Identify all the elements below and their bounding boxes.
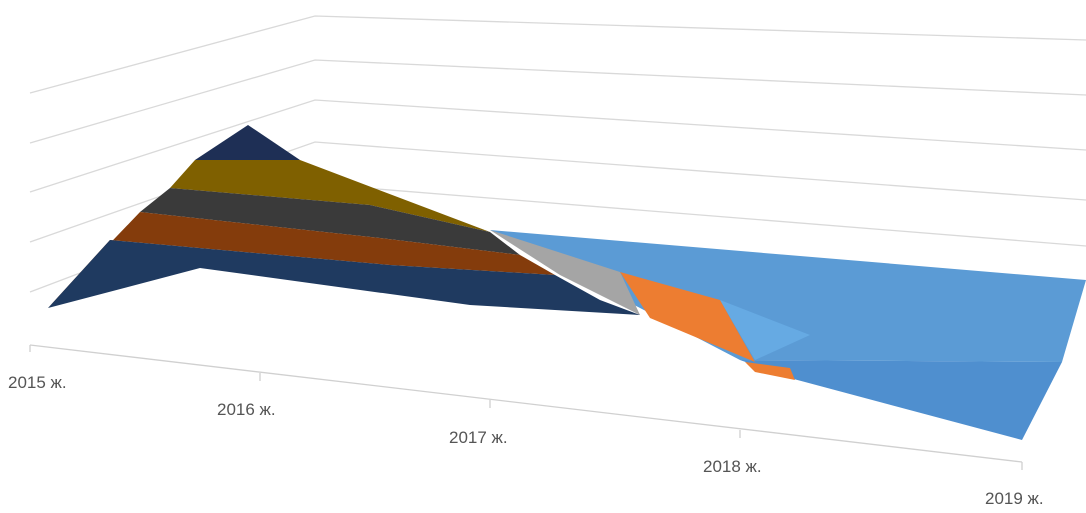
surface-band-blue-mid	[720, 300, 810, 360]
x-tick-label: 2019 ж.	[985, 489, 1044, 508]
gridline	[29, 141, 1086, 243]
surface-band-orange-tail	[745, 362, 795, 380]
gridline	[29, 15, 1086, 94]
x-tick-label: 2018 ж.	[703, 457, 762, 476]
x-tick-label: 2017 ж.	[449, 428, 508, 447]
surface-band-brown	[48, 212, 555, 308]
x-axis-line	[29, 344, 1023, 463]
surface-band-gray	[490, 230, 640, 315]
surface-bands	[48, 125, 1086, 440]
surface-band-front-navy	[48, 240, 640, 315]
x-tick-label: 2016 ж.	[217, 400, 276, 419]
surface-band-top-navy	[195, 125, 300, 160]
gridline	[29, 59, 1086, 144]
surface-band-blue-front	[740, 360, 1062, 440]
surface-band-light-blue	[490, 230, 1086, 362]
gridline	[29, 99, 1086, 193]
x-axis: 2015 ж. 2016 ж. 2017 ж. 2018 ж. 2019 ж.	[8, 344, 1044, 508]
surface-band-orange	[620, 272, 755, 362]
x-tick-label: 2015 ж.	[8, 373, 67, 392]
surface-band-charcoal	[140, 188, 520, 255]
